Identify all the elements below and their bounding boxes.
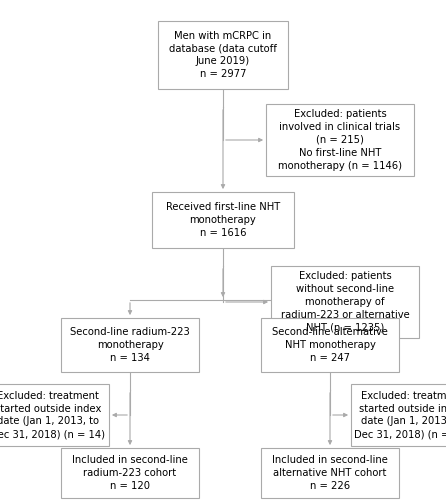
Text: Excluded: patients
involved in clinical trials
(n = 215)
No first-line NHT
monot: Excluded: patients involved in clinical …: [278, 110, 402, 170]
FancyBboxPatch shape: [261, 448, 399, 498]
Text: Excluded: treatment
started outside index
date (Jan 1, 2013, to
Dec 31, 2018) (n: Excluded: treatment started outside inde…: [355, 391, 446, 439]
Text: Included in second-line
alternative NHT cohort
n = 226: Included in second-line alternative NHT …: [272, 455, 388, 491]
Text: Received first-line NHT
monotherapy
n = 1616: Received first-line NHT monotherapy n = …: [166, 202, 280, 238]
Text: Excluded: treatment
started outside index
date (Jan 1, 2013, to
Dec 31, 2018) (n: Excluded: treatment started outside inde…: [0, 391, 106, 439]
FancyBboxPatch shape: [61, 448, 199, 498]
FancyBboxPatch shape: [351, 384, 446, 446]
FancyBboxPatch shape: [158, 21, 288, 89]
Text: Excluded: patients
without second-line
monotherapy of
radium-223 or alternative
: Excluded: patients without second-line m…: [281, 272, 409, 332]
FancyBboxPatch shape: [0, 384, 109, 446]
FancyBboxPatch shape: [152, 192, 294, 248]
FancyBboxPatch shape: [261, 318, 399, 372]
FancyBboxPatch shape: [266, 104, 414, 176]
Text: Men with mCRPC in
database (data cutoff
June 2019)
n = 2977: Men with mCRPC in database (data cutoff …: [169, 31, 277, 79]
Text: Second-line radium-223
monotherapy
n = 134: Second-line radium-223 monotherapy n = 1…: [70, 327, 190, 363]
FancyBboxPatch shape: [271, 266, 419, 338]
Text: Included in second-line
radium-223 cohort
n = 120: Included in second-line radium-223 cohor…: [72, 455, 188, 491]
FancyBboxPatch shape: [61, 318, 199, 372]
Text: Second-line alternative
NHT monotherapy
n = 247: Second-line alternative NHT monotherapy …: [272, 327, 388, 363]
